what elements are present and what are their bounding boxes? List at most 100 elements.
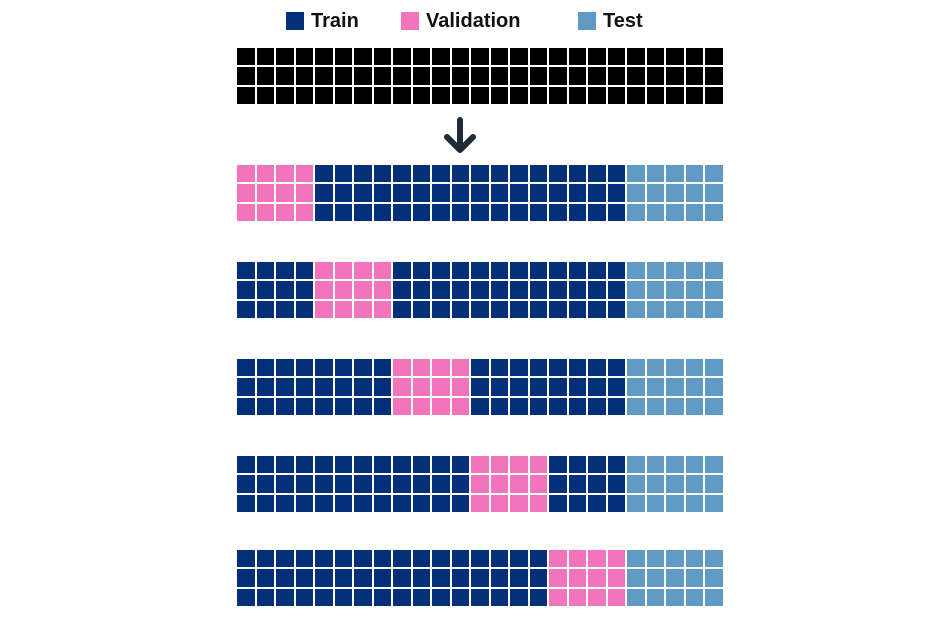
cell-train — [451, 569, 470, 587]
cell-train — [237, 397, 255, 415]
cell-train — [256, 588, 275, 606]
cell-test — [666, 165, 684, 183]
cell-test — [705, 300, 723, 318]
cell-validation — [315, 262, 333, 280]
cell-train — [451, 165, 470, 183]
cell-full — [607, 67, 626, 85]
cell-train — [315, 475, 333, 493]
cell-train — [373, 456, 392, 474]
cell-full — [237, 86, 255, 104]
cell-test — [627, 359, 645, 377]
cell-train — [588, 184, 606, 202]
cell-train — [568, 262, 587, 280]
cell-train — [412, 281, 431, 299]
cell-train — [295, 569, 314, 587]
cell-train — [529, 262, 548, 280]
cell-test — [627, 588, 645, 606]
cell-train — [588, 203, 606, 221]
cell-test — [646, 588, 665, 606]
cell-train — [451, 550, 470, 568]
cell-test — [627, 165, 645, 183]
cell-train — [588, 378, 606, 396]
cell-train — [276, 359, 294, 377]
cell-train — [432, 456, 450, 474]
cell-train — [471, 300, 489, 318]
cell-test — [685, 456, 704, 474]
cell-validation — [490, 475, 509, 493]
cell-full — [627, 67, 645, 85]
cell-train — [315, 203, 333, 221]
cell-train — [568, 378, 587, 396]
cell-train — [490, 397, 509, 415]
cell-train — [490, 569, 509, 587]
cell-train — [451, 184, 470, 202]
cell-validation — [276, 203, 294, 221]
cell-full — [334, 48, 353, 66]
cell-train — [373, 475, 392, 493]
cell-train — [471, 184, 489, 202]
cell-validation — [568, 588, 587, 606]
cell-train — [490, 588, 509, 606]
cell-train — [276, 569, 294, 587]
cell-train — [373, 494, 392, 512]
cell-test — [705, 203, 723, 221]
cell-train — [490, 203, 509, 221]
cell-full — [256, 67, 275, 85]
cell-train — [295, 456, 314, 474]
cell-train — [393, 588, 411, 606]
cell-full — [705, 86, 723, 104]
cell-full — [685, 86, 704, 104]
cell-full — [354, 86, 372, 104]
cell-full — [666, 67, 684, 85]
cell-train — [490, 550, 509, 568]
cell-validation — [607, 569, 626, 587]
cell-train — [295, 475, 314, 493]
cell-validation — [432, 397, 450, 415]
cell-validation — [276, 165, 294, 183]
cell-test — [646, 203, 665, 221]
cell-validation — [276, 184, 294, 202]
cell-train — [237, 494, 255, 512]
cell-train — [568, 300, 587, 318]
cell-train — [276, 397, 294, 415]
cell-test — [705, 494, 723, 512]
cell-validation — [373, 262, 392, 280]
cell-train — [529, 550, 548, 568]
cell-train — [334, 475, 353, 493]
cell-test — [666, 262, 684, 280]
cell-train — [568, 165, 587, 183]
cell-validation — [471, 456, 489, 474]
cell-full — [588, 86, 606, 104]
cell-train — [354, 550, 372, 568]
cell-train — [295, 397, 314, 415]
cell-test — [627, 494, 645, 512]
cell-full — [471, 48, 489, 66]
cell-test — [685, 300, 704, 318]
cell-test — [666, 475, 684, 493]
cell-train — [529, 397, 548, 415]
cell-train — [256, 569, 275, 587]
cell-test — [705, 475, 723, 493]
cell-validation — [568, 550, 587, 568]
cell-test — [666, 569, 684, 587]
cell-train — [432, 569, 450, 587]
cell-test — [627, 569, 645, 587]
cell-train — [412, 456, 431, 474]
cell-train — [354, 475, 372, 493]
cell-train — [432, 165, 450, 183]
cell-test — [685, 262, 704, 280]
cell-train — [451, 262, 470, 280]
cell-test — [666, 550, 684, 568]
cell-test — [705, 262, 723, 280]
cell-train — [451, 456, 470, 474]
cell-train — [432, 262, 450, 280]
cell-test — [627, 262, 645, 280]
cell-validation — [412, 397, 431, 415]
cell-test — [646, 550, 665, 568]
cell-test — [685, 569, 704, 587]
cell-train — [256, 378, 275, 396]
cell-test — [627, 203, 645, 221]
cell-train — [393, 550, 411, 568]
cell-validation — [256, 165, 275, 183]
cell-train — [373, 165, 392, 183]
